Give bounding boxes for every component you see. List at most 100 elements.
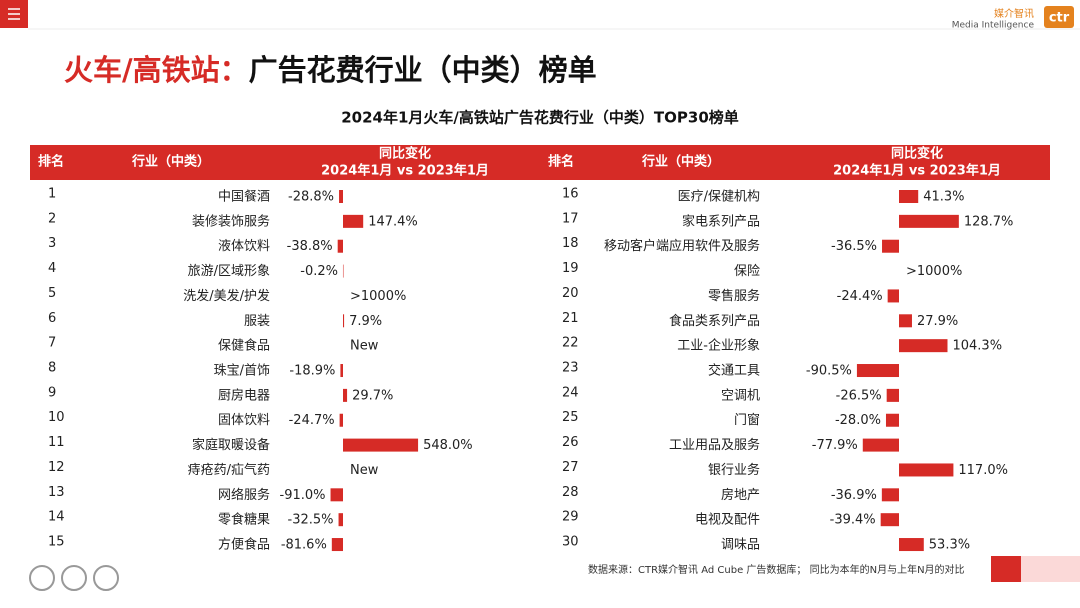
change-bar [343, 438, 419, 452]
change-bar [342, 264, 344, 278]
change-label: -91.0% [280, 488, 326, 503]
table-header [30, 145, 1050, 180]
change-bar [340, 364, 343, 378]
rank: 25 [562, 410, 579, 425]
rank: 18 [562, 236, 579, 251]
change-bar [885, 413, 899, 427]
change-label: 27.9% [917, 314, 958, 329]
rank: 14 [48, 510, 65, 525]
column-header: 同比变化 [891, 146, 943, 162]
rank: 5 [48, 286, 56, 301]
change-label: -0.2% [300, 264, 338, 279]
change-bar [330, 488, 343, 502]
industry: 工业-企业形象 [677, 338, 760, 354]
change-bar [343, 314, 345, 328]
column-header: 2024年1月 vs 2023年1月 [833, 163, 1001, 179]
menu-icon [8, 8, 20, 20]
change-label: -24.7% [289, 413, 335, 428]
rank: 7 [48, 336, 56, 351]
change-label: 53.3% [929, 538, 970, 553]
industry: 交通工具 [708, 363, 760, 379]
change-bar [339, 190, 343, 203]
change-label: -39.4% [830, 513, 876, 528]
rank: 19 [562, 261, 579, 276]
change-label: 548.0% [423, 438, 473, 453]
change-bar [862, 438, 899, 452]
column-header: 行业（中类） [131, 154, 210, 170]
change-bar [899, 190, 919, 203]
industry: 银行业务 [708, 462, 760, 478]
change-bar [331, 538, 343, 552]
industry: 洗发/美发/护发 [183, 288, 270, 304]
rank: 26 [562, 435, 579, 450]
industry: 保险 [734, 264, 760, 279]
change-label: 104.3% [952, 339, 1002, 354]
rank: 1 [48, 187, 56, 202]
change-label: -24.4% [837, 289, 883, 304]
rank: 20 [562, 286, 579, 301]
rank: 23 [562, 361, 579, 376]
rank: 4 [48, 261, 56, 276]
column-header: 同比变化 [379, 146, 431, 162]
change-bar [899, 463, 954, 477]
industry: 零售服务 [708, 288, 760, 304]
change-bar [343, 214, 364, 228]
industry: 装修装饰服务 [192, 213, 270, 229]
brand-cn: 媒介智讯 [994, 7, 1034, 20]
change-bar [899, 339, 948, 353]
change-label: -26.5% [836, 388, 882, 403]
change-label: -81.6% [281, 538, 327, 553]
industry: 旅游/区域形象 [188, 264, 270, 279]
change-label: New [350, 463, 379, 478]
industry: 零食糖果 [218, 512, 270, 528]
change-label: -36.9% [831, 488, 877, 503]
brand-en: Media Intelligence [952, 21, 1035, 31]
change-bar [899, 538, 924, 552]
rank: 29 [562, 510, 579, 525]
change-label: New [350, 339, 379, 354]
change-bar [882, 239, 899, 253]
rank: 15 [48, 535, 65, 550]
change-label: -77.9% [812, 438, 858, 453]
industry: 食品类系列产品 [669, 313, 760, 329]
column-header: 排名 [548, 154, 574, 170]
industry: 家庭取暖设备 [192, 437, 270, 453]
rank: 3 [48, 236, 56, 251]
industry: 空调机 [721, 388, 760, 403]
industry: 医疗/保健机构 [678, 190, 760, 205]
industry: 液体饮料 [218, 239, 270, 254]
rank: 12 [48, 460, 65, 475]
rank: 22 [562, 336, 579, 351]
source-note: 数据来源：CTR媒介智讯 Ad Cube 广告数据库； 同比为本年的N月与上年N… [588, 563, 965, 576]
rank: 17 [562, 211, 579, 226]
change-label: 7.9% [349, 314, 382, 329]
change-label: -38.8% [287, 239, 333, 254]
industry: 服装 [244, 314, 270, 329]
change-bar [886, 388, 899, 402]
change-bar [338, 513, 343, 527]
industry: 固体饮料 [218, 413, 270, 428]
change-label: 41.3% [923, 190, 964, 205]
change-label: -32.5% [288, 513, 334, 528]
rank: 24 [562, 385, 579, 400]
brand-logo [1044, 6, 1074, 28]
rank: 10 [48, 410, 65, 425]
industry: 家电系列产品 [682, 213, 760, 229]
cert-logos [29, 565, 119, 591]
industry: 门窗 [734, 412, 760, 428]
change-bar [899, 314, 912, 328]
change-bar [856, 364, 899, 378]
change-label: 29.7% [352, 388, 393, 403]
industry: 保健食品 [218, 338, 270, 354]
industry: 房地产 [721, 487, 760, 503]
change-label: 128.7% [964, 214, 1014, 229]
change-label: 117.0% [958, 463, 1008, 478]
industry: 调味品 [721, 538, 760, 553]
subtitle: 2024年1月火车/高铁站广告花费行业（中类）TOP30榜单 [341, 109, 739, 127]
change-label: -18.9% [289, 364, 335, 379]
rank: 27 [562, 460, 579, 475]
column-header: 行业（中类） [641, 154, 720, 170]
change-label: >1000% [906, 264, 962, 279]
title-highlight: 火车/高铁站： [64, 53, 249, 87]
